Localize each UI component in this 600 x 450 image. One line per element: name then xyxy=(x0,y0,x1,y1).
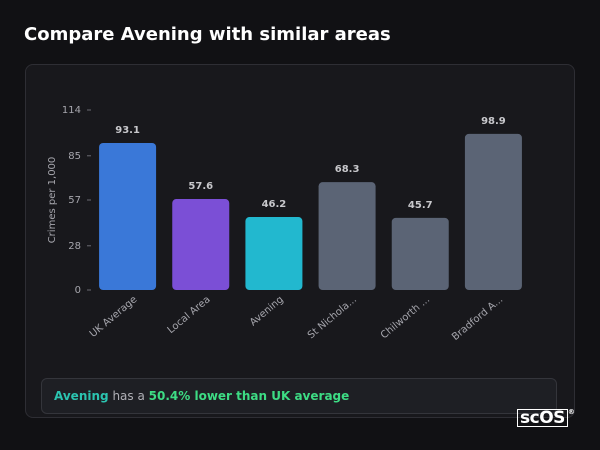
x-tick-label: Bradford A... xyxy=(450,294,505,343)
bar xyxy=(391,217,449,290)
bar xyxy=(99,143,157,290)
x-tick-label: Avening xyxy=(248,294,286,328)
value-label: 45.7 xyxy=(408,200,433,211)
y-tick-label: 28 xyxy=(68,241,81,252)
y-tick-label: 57 xyxy=(68,195,81,206)
page-title: Compare Avening with similar areas xyxy=(24,24,391,45)
bar xyxy=(245,217,303,290)
value-label: 93.1 xyxy=(115,125,140,136)
y-tick-label: 85 xyxy=(68,151,81,162)
bar xyxy=(172,199,230,290)
bar xyxy=(464,133,522,290)
insight-area: Avening xyxy=(54,389,109,403)
value-label: 98.9 xyxy=(481,116,506,127)
insight-banner: Avening has a 50.4% lower than UK averag… xyxy=(41,378,557,414)
logo-mark: ® xyxy=(567,408,575,416)
logo-text: scOS xyxy=(517,409,568,427)
bar xyxy=(318,182,376,290)
y-axis-label: Crimes per 1,000 xyxy=(47,157,58,244)
x-tick-label: Local Area xyxy=(166,294,213,336)
logo: scOS ® xyxy=(517,408,575,428)
y-tick-label: 0 xyxy=(75,285,81,296)
value-label: 46.2 xyxy=(262,199,287,210)
y-tick-label: 114 xyxy=(62,105,81,116)
insight-text: has a xyxy=(112,389,145,403)
value-label: 68.3 xyxy=(335,164,360,175)
x-tick-label: St Nichola... xyxy=(306,294,359,341)
value-label: 57.6 xyxy=(188,181,213,192)
x-tick-label: Chilworth ... xyxy=(379,294,432,341)
x-tick-label: UK Average xyxy=(88,294,140,340)
insight-highlight: 50.4% lower than UK average xyxy=(148,389,350,403)
